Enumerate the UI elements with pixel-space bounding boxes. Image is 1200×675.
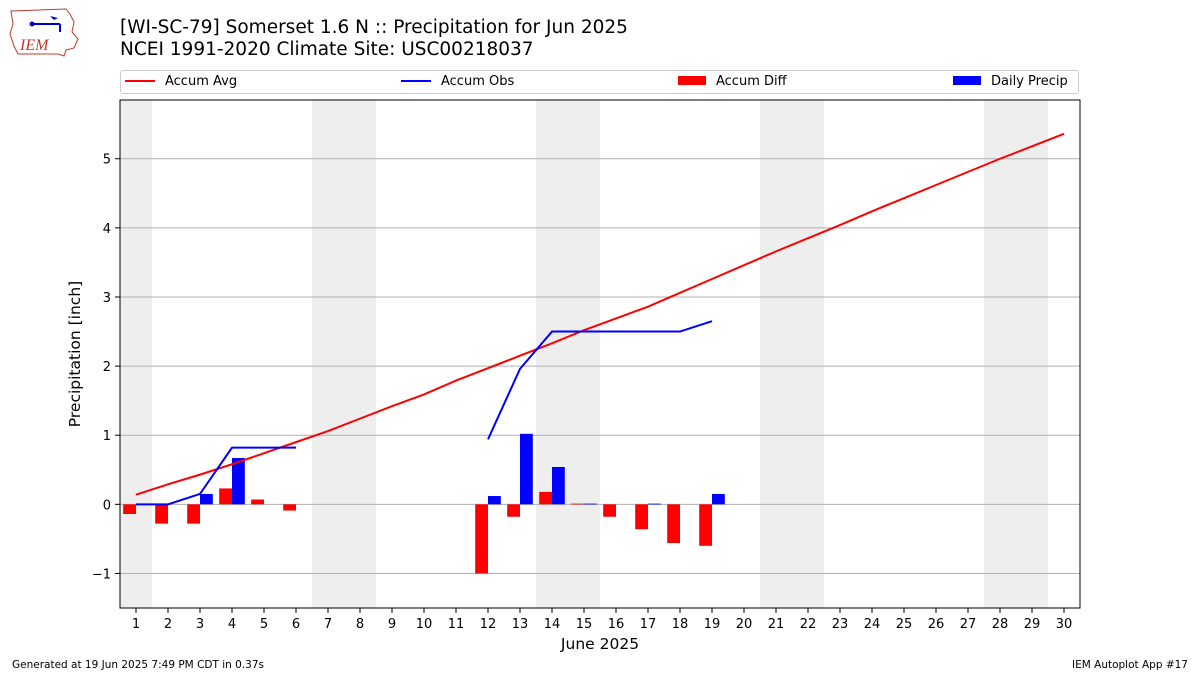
y-tick-label: −1	[92, 567, 111, 582]
legend-item-accum-avg: Accum Avg	[125, 74, 237, 90]
x-tick-label: 19	[704, 617, 721, 632]
weekend-band	[312, 100, 376, 608]
x-axis-label: June 2025	[560, 635, 639, 653]
logo-text: IEM	[19, 37, 50, 54]
title-line-2: NCEI 1991-2020 Climate Site: USC00218037	[120, 39, 534, 60]
daily-precip-bar	[200, 493, 213, 505]
accum-diff-bar	[667, 504, 680, 544]
x-tick-label: 9	[388, 617, 396, 632]
legend-swatch-accum-avg	[125, 79, 155, 82]
accum-obs-line	[136, 446, 296, 506]
x-tick-label: 26	[928, 617, 945, 632]
x-tick-label: 7	[324, 617, 332, 632]
accum-diff-bar	[251, 499, 264, 505]
x-tick-label: 4	[228, 617, 236, 632]
accum-diff-bar	[155, 504, 168, 524]
legend-swatch-accum-diff	[678, 76, 706, 85]
daily-precip-bar	[520, 433, 533, 505]
accum-diff-bar	[507, 504, 520, 517]
accum-diff-bar	[571, 503, 584, 505]
legend-swatch-accum-obs	[401, 79, 431, 82]
accum-diff-bar	[635, 504, 648, 530]
daily-precip-bar	[712, 493, 725, 505]
accum-diff-bar	[187, 504, 200, 524]
weekend-band	[760, 100, 824, 608]
legend: Accum Avg Accum Obs Accum Diff Daily Pre…	[120, 70, 1079, 94]
accum-diff-bar	[475, 504, 488, 574]
y-tick-label: 0	[103, 498, 111, 513]
x-tick-label: 15	[576, 617, 593, 632]
x-tick-label: 29	[1024, 617, 1041, 632]
daily-precip-bar	[232, 458, 245, 505]
x-tick-label: 13	[512, 617, 529, 632]
x-tick-label: 28	[992, 617, 1009, 632]
x-tick-label: 12	[480, 617, 497, 632]
daily-precip-bar	[552, 467, 565, 505]
y-tick-label: 5	[103, 153, 111, 168]
legend-label: Accum Avg	[165, 74, 238, 89]
x-tick-label: 27	[960, 617, 977, 632]
daily-precip-bar	[648, 503, 661, 505]
accum-obs-line	[487, 320, 713, 440]
title-line-1: [WI-SC-79] Somerset 1.6 N :: Precipitati…	[120, 17, 628, 38]
x-tick-label: 22	[800, 617, 817, 632]
weekend-band	[984, 100, 1048, 608]
x-tick-label: 18	[672, 617, 689, 632]
y-axis-label: Precipitation [inch]	[66, 281, 84, 427]
y-tick-label: 1	[103, 429, 111, 444]
x-tick-label: 17	[640, 617, 657, 632]
y-tick-label: 3	[103, 291, 111, 306]
x-tick-label: 11	[448, 617, 465, 632]
accum-diff-bar	[699, 504, 712, 546]
chart-title: [WI-SC-79] Somerset 1.6 N :: Precipitati…	[120, 17, 628, 61]
legend-item-daily-precip: Daily Precip	[953, 74, 1068, 90]
daily-precip-bar	[584, 503, 597, 505]
x-tick-label: 20	[736, 617, 753, 632]
legend-label: Accum Diff	[716, 74, 787, 89]
y-tick-label: 4	[103, 222, 111, 237]
x-tick-label: 14	[544, 617, 561, 632]
generated-timestamp: Generated at 19 Jun 2025 7:49 PM CDT in …	[12, 659, 265, 671]
x-tick-label: 25	[896, 617, 913, 632]
iem-logo-icon: IEM	[8, 6, 80, 58]
x-tick-label: 8	[356, 617, 364, 632]
legend-label: Accum Obs	[441, 74, 515, 89]
accum-diff-bar	[283, 504, 296, 511]
daily-precip-bar	[488, 496, 501, 505]
accum-diff-bar	[219, 488, 232, 505]
legend-label: Daily Precip	[991, 74, 1068, 89]
x-tick-label: 16	[608, 617, 625, 632]
x-tick-label: 1	[132, 617, 140, 632]
x-tick-label: 30	[1056, 617, 1073, 632]
accum-diff-bar	[123, 504, 136, 515]
x-tick-label: 6	[292, 617, 300, 632]
x-tick-label: 3	[196, 617, 204, 632]
legend-item-accum-obs: Accum Obs	[401, 74, 514, 90]
accum-diff-bar	[603, 504, 616, 517]
weekend-band	[536, 100, 600, 608]
x-tick-label: 21	[768, 617, 785, 632]
legend-swatch-daily-precip	[953, 76, 981, 85]
x-tick-label: 10	[416, 617, 433, 632]
x-tick-label: 2	[164, 617, 172, 632]
x-tick-label: 23	[832, 617, 849, 632]
y-tick-label: 2	[103, 360, 111, 375]
x-tick-label: 5	[260, 617, 268, 632]
plot-frame	[119, 99, 1081, 609]
legend-item-accum-diff: Accum Diff	[678, 74, 787, 90]
x-tick-label: 24	[864, 617, 881, 632]
app-label: IEM Autoplot App #17	[1072, 659, 1188, 671]
weekend-band	[120, 100, 152, 608]
accum-diff-bar	[539, 491, 552, 505]
accum-avg-line	[135, 132, 1065, 496]
